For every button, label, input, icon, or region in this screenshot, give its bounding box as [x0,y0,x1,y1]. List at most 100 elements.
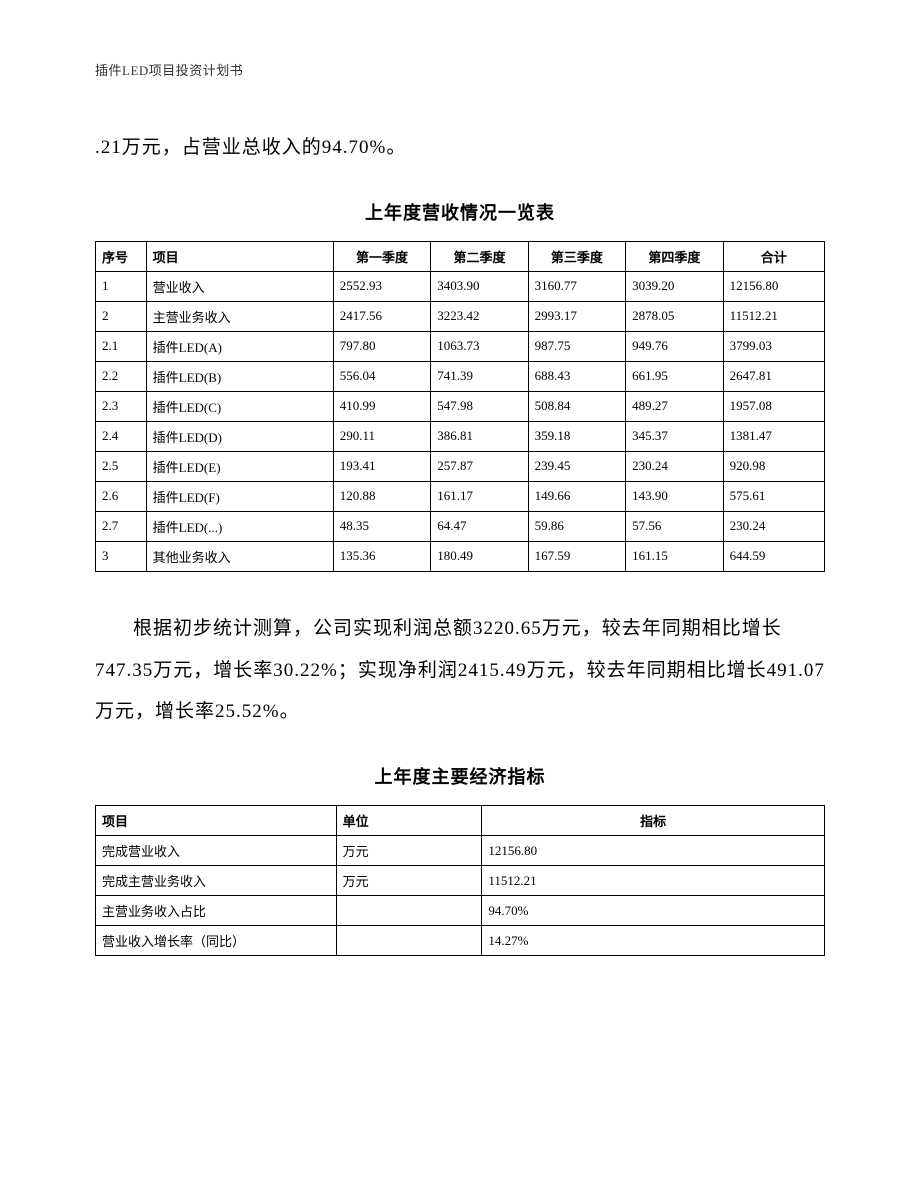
table1-col-q1: 第一季度 [333,241,430,271]
table-cell: 120.88 [333,481,430,511]
table-cell: 主营业务收入 [146,301,333,331]
table-cell: 556.04 [333,361,430,391]
table-cell: 2993.17 [528,301,625,331]
table-row: 完成营业收入万元12156.80 [96,836,825,866]
table-cell: 2647.81 [723,361,824,391]
table-cell: 主营业务收入占比 [96,896,337,926]
table1-col-q2: 第二季度 [431,241,528,271]
table-row: 2.1插件LED(A)797.801063.73987.75949.763799… [96,331,825,361]
table-cell: 257.87 [431,451,528,481]
table-cell: 1957.08 [723,391,824,421]
table-cell: 1063.73 [431,331,528,361]
table-row: 2.6插件LED(F)120.88161.17149.66143.90575.6… [96,481,825,511]
table-cell: 2.1 [96,331,147,361]
table-cell: 161.15 [626,541,723,571]
table2-col-value: 指标 [482,806,825,836]
table-cell: 180.49 [431,541,528,571]
table-cell: 290.11 [333,421,430,451]
table-cell: 2552.93 [333,271,430,301]
table-cell: 386.81 [431,421,528,451]
table2-col-unit: 单位 [336,806,482,836]
table1-col-total: 合计 [723,241,824,271]
table-cell: 11512.21 [482,866,825,896]
table-row: 2.3插件LED(C)410.99547.98508.84489.271957.… [96,391,825,421]
table-row: 2.2插件LED(B)556.04741.39688.43661.952647.… [96,361,825,391]
table-cell: 359.18 [528,421,625,451]
table-cell: 插件LED(A) [146,331,333,361]
table-cell: 插件LED(E) [146,451,333,481]
table-row: 3其他业务收入135.36180.49167.59161.15644.59 [96,541,825,571]
table-cell: 193.41 [333,451,430,481]
table-cell: 完成营业收入 [96,836,337,866]
table-cell: 547.98 [431,391,528,421]
table-cell: 完成主营业务收入 [96,866,337,896]
table-cell: 3799.03 [723,331,824,361]
table-cell: 1381.47 [723,421,824,451]
table-cell: 12156.80 [482,836,825,866]
table1-col-item: 项目 [146,241,333,271]
table-cell [336,926,482,956]
table-cell: 489.27 [626,391,723,421]
table-cell: 920.98 [723,451,824,481]
table1-header-row: 序号 项目 第一季度 第二季度 第三季度 第四季度 合计 [96,241,825,271]
table-cell: 1 [96,271,147,301]
revenue-table: 序号 项目 第一季度 第二季度 第三季度 第四季度 合计 1营业收入2552.9… [95,241,825,572]
table-cell: 949.76 [626,331,723,361]
table-row: 1营业收入2552.933403.903160.773039.2012156.8… [96,271,825,301]
table-cell: 2417.56 [333,301,430,331]
table-row: 主营业务收入占比 94.70% [96,896,825,926]
table-cell: 2.2 [96,361,147,391]
table1-title: 上年度营收情况一览表 [95,199,825,225]
table-cell: 2.4 [96,421,147,451]
table-cell: 508.84 [528,391,625,421]
table-cell: 营业收入 [146,271,333,301]
table-row: 2.4插件LED(D)290.11386.81359.18345.371381.… [96,421,825,451]
table-cell: 149.66 [528,481,625,511]
table-cell: 2878.05 [626,301,723,331]
table-cell: 143.90 [626,481,723,511]
table1-col-seq: 序号 [96,241,147,271]
table-cell [336,896,482,926]
table2-body: 完成营业收入万元12156.80完成主营业务收入万元11512.21主营业务收入… [96,836,825,956]
table-cell: 插件LED(C) [146,391,333,421]
paragraph-1: .21万元，占营业总收入的94.70%。 [95,127,825,169]
table-cell: 48.35 [333,511,430,541]
table-cell: 230.24 [626,451,723,481]
table-cell: 万元 [336,866,482,896]
table-row: 完成主营业务收入万元11512.21 [96,866,825,896]
table-cell: 3039.20 [626,271,723,301]
table1-body: 1营业收入2552.933403.903160.773039.2012156.8… [96,271,825,571]
paragraph-2: 根据初步统计测算，公司实现利润总额3220.65万元，较去年同期相比增长747.… [95,608,825,733]
table-cell: 2.3 [96,391,147,421]
table-cell: 57.56 [626,511,723,541]
table-cell: 12156.80 [723,271,824,301]
table-row: 2主营业务收入2417.563223.422993.172878.0511512… [96,301,825,331]
table-cell: 661.95 [626,361,723,391]
table-cell: 3160.77 [528,271,625,301]
table-cell: 94.70% [482,896,825,926]
table-cell: 2 [96,301,147,331]
table-cell: 688.43 [528,361,625,391]
table-cell: 741.39 [431,361,528,391]
table-row: 2.5插件LED(E)193.41257.87239.45230.24920.9… [96,451,825,481]
table-cell: 3223.42 [431,301,528,331]
table-cell: 插件LED(F) [146,481,333,511]
table-cell: 797.80 [333,331,430,361]
table-cell: 11512.21 [723,301,824,331]
table-cell: 3 [96,541,147,571]
table-cell: 其他业务收入 [146,541,333,571]
table-cell: 2.7 [96,511,147,541]
table-cell: 2.6 [96,481,147,511]
table-cell: 575.61 [723,481,824,511]
table-cell: 2.5 [96,451,147,481]
table2-title: 上年度主要经济指标 [95,763,825,789]
indicator-table: 项目 单位 指标 完成营业收入万元12156.80完成主营业务收入万元11512… [95,805,825,956]
table-cell: 239.45 [528,451,625,481]
table-cell: 营业收入增长率（同比） [96,926,337,956]
table-cell: 64.47 [431,511,528,541]
table-cell: 14.27% [482,926,825,956]
table-cell: 161.17 [431,481,528,511]
table-cell: 230.24 [723,511,824,541]
table-cell: 345.37 [626,421,723,451]
table1-col-q3: 第三季度 [528,241,625,271]
